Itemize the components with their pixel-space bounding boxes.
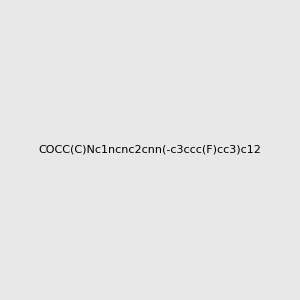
Text: COCC(C)Nc1ncnc2cnn(-c3ccc(F)cc3)c12: COCC(C)Nc1ncnc2cnn(-c3ccc(F)cc3)c12 xyxy=(39,145,261,155)
